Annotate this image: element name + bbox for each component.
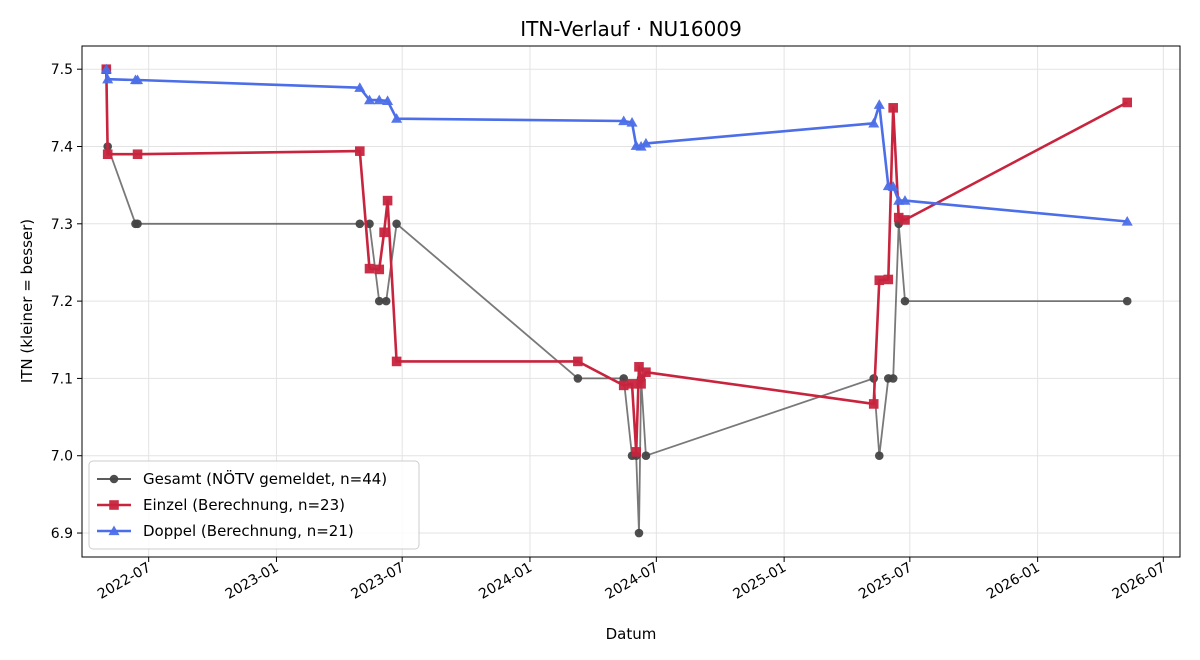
y-tick-label: 7.3 [51, 217, 73, 233]
data-point [634, 362, 644, 372]
legend-label: Einzel (Berechnung, n=23) [143, 496, 345, 514]
chart-title: ITN-Verlauf · NU16009 [520, 17, 742, 41]
data-point [373, 94, 385, 105]
data-point [381, 296, 391, 306]
data-point [627, 379, 637, 389]
series-square [101, 64, 1133, 457]
data-point [641, 451, 651, 461]
data-point [382, 95, 394, 106]
data-point [102, 73, 114, 84]
data-point [873, 99, 885, 109]
y-tick-label: 7.1 [51, 371, 73, 387]
x-axis-label: Datum [606, 625, 657, 643]
data-point [132, 74, 144, 85]
data-point [874, 275, 885, 286]
data-point [634, 528, 644, 538]
data-point [100, 63, 112, 74]
data-point [900, 296, 910, 306]
data-point [573, 356, 583, 367]
data-point [364, 263, 375, 274]
data-point [102, 149, 113, 160]
legend-marker [108, 525, 120, 536]
data-point [1122, 97, 1133, 108]
data-point [374, 264, 385, 275]
data-point [888, 374, 898, 383]
data-point [619, 374, 629, 383]
data-point [382, 195, 393, 206]
data-point [354, 146, 365, 156]
data-point [355, 219, 365, 229]
data-point [883, 274, 894, 285]
legend-marker [109, 474, 119, 484]
data-point [365, 219, 374, 229]
data-point [573, 374, 583, 383]
data-point [640, 137, 652, 148]
data-point [1122, 296, 1132, 306]
data-point [888, 103, 898, 113]
y-tick-label: 7.5 [51, 62, 73, 78]
data-point [364, 94, 376, 105]
data-point [354, 82, 366, 92]
legend-marker [109, 500, 119, 510]
data-point [626, 117, 638, 127]
data-point [893, 212, 904, 223]
data-point [635, 140, 647, 151]
legend-label: Doppel (Berechnung, n=21) [143, 522, 354, 540]
data-point [631, 447, 642, 457]
y-tick-label: 7.0 [51, 449, 73, 465]
data-point [1121, 215, 1133, 226]
data-point [618, 115, 630, 126]
legend: Gesamt (NÖTV gemeldet, n=44) Einzel (Bere… [88, 460, 420, 550]
data-point [874, 451, 884, 461]
y-tick-label: 6.9 [51, 526, 73, 542]
legend-box [88, 460, 420, 550]
series-layer [100, 63, 1133, 538]
y-tick-label: 7.4 [51, 139, 73, 155]
y-axis-label: ITN (kleiner = besser) [18, 219, 36, 383]
data-point [379, 227, 389, 238]
data-point [868, 399, 879, 409]
data-point [636, 379, 646, 389]
data-point [392, 219, 401, 229]
data-point [899, 195, 911, 205]
data-point [900, 215, 910, 225]
data-point [618, 380, 629, 391]
series-triangle [100, 63, 1133, 226]
data-point [391, 113, 403, 123]
data-point [133, 219, 142, 229]
data-point [641, 367, 651, 378]
data-point [132, 149, 143, 160]
legend-label: Gesamt (NÖTV gemeldet, n=44) [143, 469, 387, 488]
data-point [374, 296, 384, 306]
data-point [868, 117, 880, 128]
y-tick-label: 7.2 [51, 294, 73, 310]
data-point [887, 181, 899, 191]
data-point [391, 356, 402, 367]
